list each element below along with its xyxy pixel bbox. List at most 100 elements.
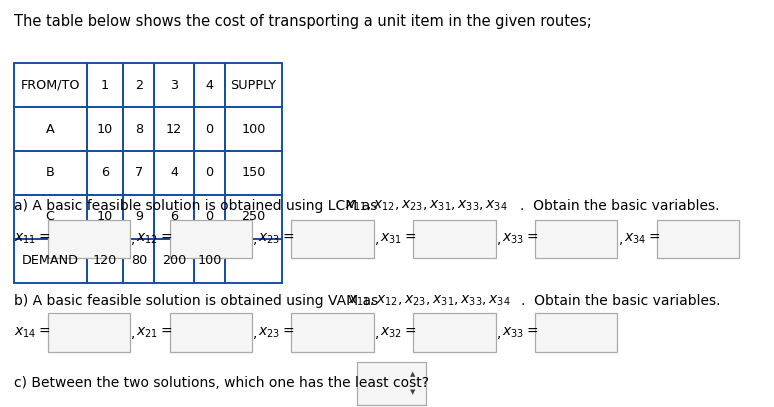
- Text: .  Obtain the basic variables.: . Obtain the basic variables.: [520, 199, 720, 212]
- Text: ,: ,: [497, 326, 502, 340]
- Text: $x_{32}=$: $x_{32}=$: [380, 326, 416, 340]
- Bar: [154, 151, 194, 195]
- Text: 100: 100: [197, 254, 221, 267]
- Bar: [14, 107, 87, 151]
- Text: c) Between the two solutions, which one has the least cost?: c) Between the two solutions, which one …: [14, 376, 429, 390]
- Text: ,: ,: [497, 232, 502, 246]
- Bar: [194, 63, 224, 107]
- Bar: [124, 63, 154, 107]
- Bar: [536, 313, 618, 352]
- Text: 120: 120: [93, 254, 117, 267]
- Text: 3: 3: [170, 79, 178, 92]
- Text: B: B: [46, 166, 55, 179]
- Text: 12: 12: [166, 123, 182, 136]
- Bar: [14, 63, 87, 107]
- Text: $x_{34}=$: $x_{34}=$: [624, 232, 659, 246]
- Bar: [47, 220, 129, 258]
- Bar: [14, 151, 87, 195]
- Text: 10: 10: [97, 123, 113, 136]
- Bar: [124, 151, 154, 195]
- Text: 0: 0: [205, 123, 214, 136]
- Text: ,: ,: [253, 232, 258, 246]
- Bar: [358, 362, 426, 405]
- Text: 4: 4: [170, 166, 178, 179]
- Bar: [194, 239, 224, 283]
- Text: $x_{23}=$: $x_{23}=$: [258, 232, 294, 246]
- Text: 9: 9: [135, 210, 143, 223]
- Bar: [657, 220, 739, 258]
- Bar: [224, 107, 283, 151]
- Text: $x_{14}=$: $x_{14}=$: [14, 326, 50, 340]
- Text: ,: ,: [619, 232, 623, 246]
- Text: ▼: ▼: [410, 389, 416, 395]
- Text: $x_{21}=$: $x_{21}=$: [135, 326, 172, 340]
- Text: .  Obtain the basic variables.: . Obtain the basic variables.: [521, 294, 721, 308]
- Text: ▲: ▲: [410, 372, 416, 377]
- Bar: [124, 239, 154, 283]
- Bar: [224, 239, 283, 283]
- Bar: [87, 195, 124, 239]
- Bar: [87, 63, 124, 107]
- Text: $x_{33}=$: $x_{33}=$: [502, 232, 538, 246]
- Bar: [170, 220, 252, 258]
- Bar: [87, 239, 124, 283]
- Text: 2: 2: [135, 79, 143, 92]
- Bar: [194, 151, 224, 195]
- Text: 6: 6: [170, 210, 178, 223]
- Text: $x_{12}=$: $x_{12}=$: [135, 232, 172, 246]
- Bar: [154, 63, 194, 107]
- Text: 250: 250: [241, 210, 265, 223]
- Text: FROM/TO: FROM/TO: [20, 79, 80, 92]
- Bar: [194, 195, 224, 239]
- Text: $x_{11}, x_{12}, x_{23}, x_{31}, x_{33}, x_{34}$: $x_{11}, x_{12}, x_{23}, x_{31}, x_{33},…: [348, 294, 511, 309]
- Bar: [14, 195, 87, 239]
- Bar: [292, 220, 374, 258]
- Text: 4: 4: [205, 79, 214, 92]
- Bar: [124, 107, 154, 151]
- Bar: [292, 313, 374, 352]
- Text: $x_{11}, x_{12}, x_{23}, x_{31}, x_{33}, x_{34}$: $x_{11}, x_{12}, x_{23}, x_{31}, x_{33},…: [345, 198, 508, 213]
- Bar: [14, 239, 87, 283]
- Text: 8: 8: [135, 123, 143, 136]
- Bar: [87, 151, 124, 195]
- Bar: [413, 220, 495, 258]
- Bar: [224, 151, 283, 195]
- Bar: [87, 107, 124, 151]
- Text: 7: 7: [135, 166, 143, 179]
- Text: 80: 80: [131, 254, 147, 267]
- Text: a) A basic feasible solution is obtained using LCM as: a) A basic feasible solution is obtained…: [14, 199, 382, 212]
- Text: C: C: [46, 210, 55, 223]
- Text: b) A basic feasible solution is obtained using VAM as: b) A basic feasible solution is obtained…: [14, 294, 382, 308]
- Text: 0: 0: [205, 166, 214, 179]
- Text: A: A: [46, 123, 55, 136]
- Bar: [413, 313, 495, 352]
- Bar: [224, 195, 283, 239]
- Bar: [154, 239, 194, 283]
- Bar: [170, 313, 252, 352]
- Text: ,: ,: [131, 232, 135, 246]
- Text: ,: ,: [253, 326, 258, 340]
- Bar: [154, 195, 194, 239]
- Text: 10: 10: [97, 210, 113, 223]
- Text: 0: 0: [205, 210, 214, 223]
- Text: ,: ,: [375, 232, 379, 246]
- Text: $x_{31}=$: $x_{31}=$: [380, 232, 416, 246]
- Bar: [124, 195, 154, 239]
- Text: 150: 150: [241, 166, 265, 179]
- Text: 200: 200: [162, 254, 187, 267]
- Text: 1: 1: [101, 79, 109, 92]
- Text: 6: 6: [101, 166, 109, 179]
- Text: $x_{33}=$: $x_{33}=$: [502, 326, 538, 340]
- Text: ,: ,: [375, 326, 379, 340]
- Text: $x_{23}=$: $x_{23}=$: [258, 326, 294, 340]
- Text: $x_{11}=$: $x_{11}=$: [14, 232, 50, 246]
- Bar: [224, 63, 283, 107]
- Bar: [47, 313, 129, 352]
- Text: The table below shows the cost of transporting a unit item in the given routes;: The table below shows the cost of transp…: [14, 14, 591, 29]
- Bar: [536, 220, 618, 258]
- Text: 100: 100: [241, 123, 265, 136]
- Text: DEMAND: DEMAND: [22, 254, 79, 267]
- Text: ,: ,: [131, 326, 135, 340]
- Bar: [154, 107, 194, 151]
- Bar: [194, 107, 224, 151]
